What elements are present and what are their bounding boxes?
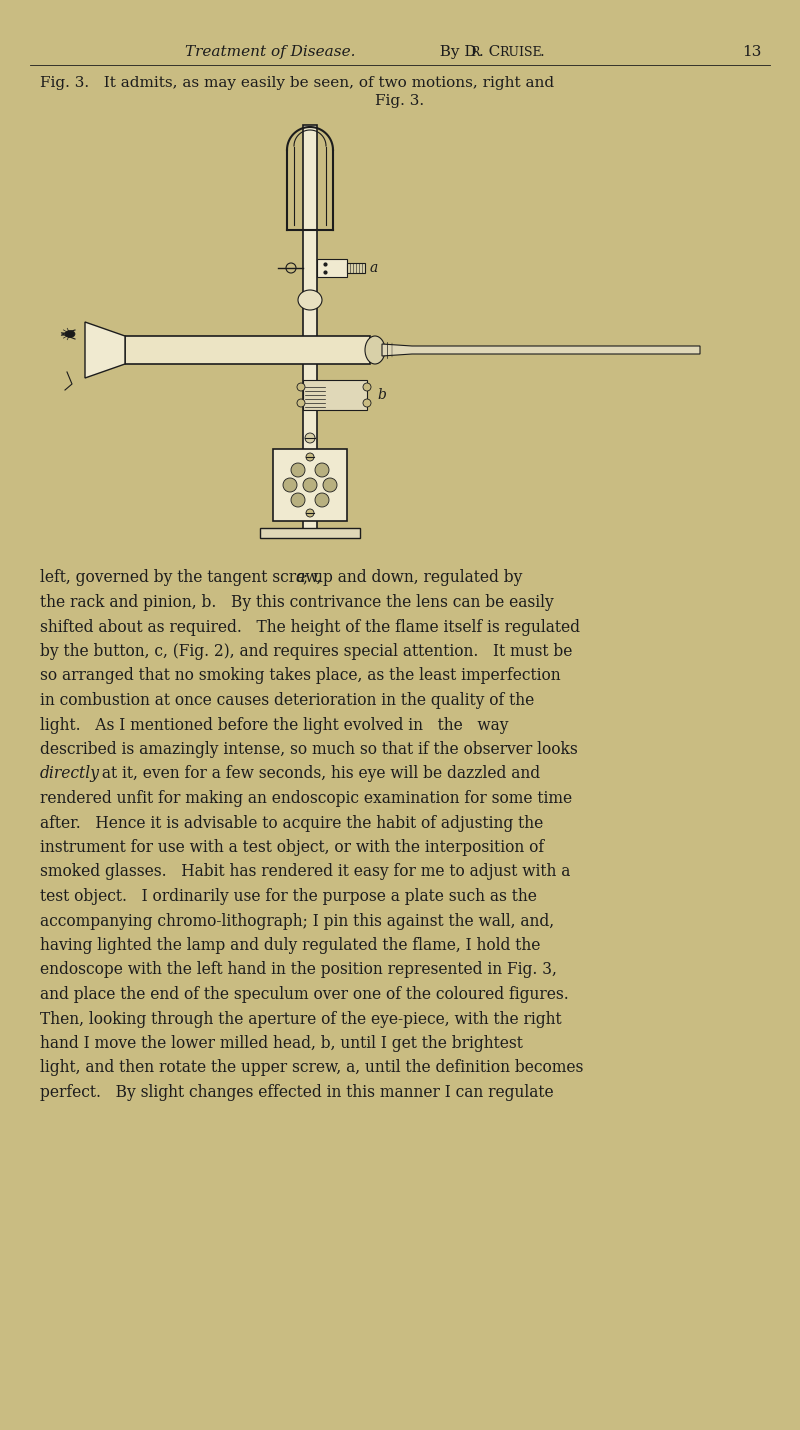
Text: perfect.   By slight changes effected in this manner I can regulate: perfect. By slight changes effected in t… bbox=[40, 1084, 554, 1101]
Text: shifted about as required.   The height of the flame itself is regulated: shifted about as required. The height of… bbox=[40, 619, 580, 635]
Circle shape bbox=[297, 399, 305, 408]
Circle shape bbox=[291, 463, 305, 478]
Bar bbox=[303, 380, 367, 410]
Circle shape bbox=[286, 263, 296, 273]
Text: after.   Hence it is advisable to acquire the habit of adjusting the: after. Hence it is advisable to acquire … bbox=[40, 815, 543, 831]
Text: RUISE: RUISE bbox=[499, 46, 542, 59]
Text: By D: By D bbox=[430, 44, 477, 59]
Text: 13: 13 bbox=[742, 44, 762, 59]
Text: Fig. 3.   It admits, as may easily be seen, of two motions, right and: Fig. 3. It admits, as may easily be seen… bbox=[40, 76, 554, 90]
Text: and place the end of the speculum over one of the coloured figures.: and place the end of the speculum over o… bbox=[40, 987, 569, 1002]
Text: b: b bbox=[377, 388, 386, 402]
Text: . C: . C bbox=[479, 44, 500, 59]
Circle shape bbox=[291, 493, 305, 508]
Bar bbox=[273, 449, 347, 521]
Text: ; up and down, regulated by: ; up and down, regulated by bbox=[303, 569, 522, 586]
Text: smoked glasses.   Habit has rendered it easy for me to adjust with a: smoked glasses. Habit has rendered it ea… bbox=[40, 864, 570, 881]
Circle shape bbox=[283, 478, 297, 492]
Polygon shape bbox=[382, 345, 700, 356]
Text: Fig. 3.: Fig. 3. bbox=[375, 94, 425, 109]
Circle shape bbox=[305, 433, 315, 443]
Ellipse shape bbox=[65, 330, 75, 337]
Bar bbox=[303, 124, 317, 531]
Text: a: a bbox=[295, 569, 304, 586]
Bar bbox=[317, 259, 347, 277]
Circle shape bbox=[315, 493, 329, 508]
Text: test object.   I ordinarily use for the purpose a plate such as the: test object. I ordinarily use for the pu… bbox=[40, 888, 537, 905]
Text: light.   As I mentioned before the light evolved in   the   way: light. As I mentioned before the light e… bbox=[40, 716, 509, 734]
Text: instrument for use with a test object, or with the interposition of: instrument for use with a test object, o… bbox=[40, 839, 544, 857]
Circle shape bbox=[323, 478, 337, 492]
Text: Treatment of Disease.: Treatment of Disease. bbox=[185, 44, 355, 59]
Ellipse shape bbox=[298, 290, 322, 310]
Bar bbox=[125, 336, 370, 365]
Text: so arranged that no smoking takes place, as the least imperfection: so arranged that no smoking takes place,… bbox=[40, 668, 561, 685]
Text: .: . bbox=[540, 44, 545, 59]
Circle shape bbox=[306, 509, 314, 518]
Text: rendered unfit for making an endoscopic examination for some time: rendered unfit for making an endoscopic … bbox=[40, 789, 572, 807]
Polygon shape bbox=[85, 322, 125, 378]
Text: hand I move the lower milled head, b, until I get the brightest: hand I move the lower milled head, b, un… bbox=[40, 1035, 523, 1052]
Circle shape bbox=[363, 399, 371, 408]
Text: directly: directly bbox=[40, 765, 100, 782]
Circle shape bbox=[363, 383, 371, 390]
Text: Then, looking through the aperture of the eye-piece, with the right: Then, looking through the aperture of th… bbox=[40, 1011, 562, 1028]
Text: at it, even for a few seconds, his eye will be dazzled and: at it, even for a few seconds, his eye w… bbox=[97, 765, 540, 782]
Text: endoscope with the left hand in the position represented in Fig. 3,: endoscope with the left hand in the posi… bbox=[40, 961, 557, 978]
Text: light, and then rotate the upper screw, a, until the definition becomes: light, and then rotate the upper screw, … bbox=[40, 1060, 583, 1077]
Text: accompanying chromo-lithograph; I pin this against the wall, and,: accompanying chromo-lithograph; I pin th… bbox=[40, 912, 554, 930]
Bar bbox=[347, 263, 365, 273]
Text: by the button, c, (Fig. 2), and requires special attention.   It must be: by the button, c, (Fig. 2), and requires… bbox=[40, 644, 572, 661]
Circle shape bbox=[303, 478, 317, 492]
Circle shape bbox=[306, 453, 314, 460]
Text: having lighted the lamp and duly regulated the flame, I hold the: having lighted the lamp and duly regulat… bbox=[40, 937, 540, 954]
Circle shape bbox=[297, 383, 305, 390]
Text: in combustion at once causes deterioration in the quality of the: in combustion at once causes deteriorati… bbox=[40, 692, 534, 709]
Text: R: R bbox=[470, 46, 479, 59]
Text: left, governed by the tangent screw,: left, governed by the tangent screw, bbox=[40, 569, 326, 586]
Text: a: a bbox=[370, 262, 378, 275]
Bar bbox=[260, 528, 360, 538]
Circle shape bbox=[315, 463, 329, 478]
Text: described is amazingly intense, so much so that if the observer looks: described is amazingly intense, so much … bbox=[40, 741, 578, 758]
Ellipse shape bbox=[365, 336, 385, 365]
Text: the rack and pinion, b.   By this contrivance the lens can be easily: the rack and pinion, b. By this contriva… bbox=[40, 593, 554, 611]
